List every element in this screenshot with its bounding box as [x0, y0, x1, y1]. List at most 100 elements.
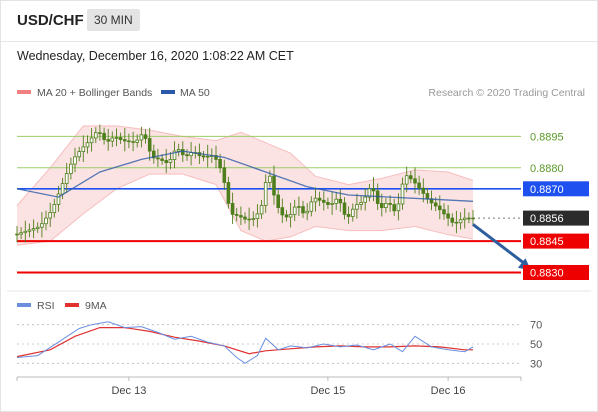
rsi-ma-line: [16, 327, 473, 358]
candle-body: [143, 134, 148, 139]
candle-body: [342, 202, 347, 215]
candle-body: [408, 175, 413, 180]
candle-110: [471, 209, 475, 226]
candle-93: [400, 177, 405, 210]
candle-3: [27, 223, 32, 238]
forecast-arrow-layer: [472, 223, 531, 271]
candle-body: [396, 203, 401, 212]
bollinger-band-layer: [16, 125, 474, 246]
candle-body: [363, 196, 367, 203]
candle-89: [384, 197, 388, 213]
level-label-0.8845: 0.8845: [530, 236, 564, 248]
candle-body: [462, 217, 467, 221]
x-tick-label-1: Dec 15: [310, 385, 345, 397]
candle-55: [243, 212, 247, 224]
candle-13: [69, 157, 73, 180]
candle-body: [301, 206, 305, 214]
candle-7: [44, 210, 48, 231]
candle-body: [56, 193, 61, 205]
legend-swatch-rsi: [17, 303, 31, 307]
candle-57: [251, 211, 256, 227]
candle-body: [31, 228, 36, 231]
candle-36: [164, 149, 169, 173]
forecast-arrow-shaft: [472, 223, 528, 267]
candle-77: [334, 191, 338, 210]
candle-body: [417, 182, 421, 189]
candle-62: [272, 165, 276, 205]
candle-body: [280, 207, 285, 216]
candle-41: [185, 149, 189, 161]
candle-body: [321, 199, 326, 203]
candle-1: [19, 227, 23, 240]
level-label-0.8830: 0.8830: [530, 268, 564, 280]
candle-6: [40, 212, 44, 238]
candle-12: [64, 162, 69, 194]
candle-body: [272, 175, 276, 196]
candle-body: [48, 212, 52, 219]
candle-body: [446, 213, 450, 219]
candle-body: [69, 163, 73, 174]
candle-body: [127, 140, 131, 143]
candle-15: [77, 146, 82, 162]
candle-body: [375, 190, 380, 204]
timeframe-badge[interactable]: 30 MIN: [87, 9, 140, 31]
candle-body: [442, 209, 446, 215]
rsi-legend: RSI 9MA: [17, 300, 107, 312]
candle-body: [19, 232, 23, 235]
candle-45: [201, 151, 206, 162]
level-badge-0.8830: [523, 265, 589, 280]
candle-body: [334, 198, 338, 204]
candle-19: [94, 127, 98, 144]
level-label-0.8880: 0.8880: [530, 163, 564, 175]
candle-5: [35, 222, 40, 233]
candle-body: [284, 214, 289, 218]
candle-54: [239, 206, 243, 226]
candle-64: [280, 198, 285, 223]
candle-17: [85, 135, 90, 154]
candle-63: [276, 188, 280, 214]
legend-label-bollinger: MA 20 + Bollinger Bands: [37, 87, 152, 99]
candle-31: [143, 129, 148, 144]
candle-46: [205, 144, 210, 168]
candle-body: [156, 157, 160, 160]
candle-body: [359, 201, 363, 205]
header-bar: USD/CHF 30 MIN: [1, 1, 598, 42]
candle-20: [98, 124, 102, 141]
candle-106: [454, 210, 459, 234]
rsi-line: [16, 321, 474, 364]
candle-body: [255, 213, 260, 219]
candle-body: [94, 132, 98, 139]
candle-body: [205, 155, 210, 158]
candle-body: [454, 221, 459, 224]
candle-28: [131, 131, 135, 152]
candle-21: [102, 127, 106, 145]
candle-88: [379, 193, 384, 217]
candle-body: [222, 167, 227, 183]
level-badge-0.8845: [523, 233, 589, 249]
candle-body: [355, 204, 359, 210]
candle-body: [367, 188, 372, 198]
bollinger-band-fill: [17, 125, 473, 246]
level-label-0.8895: 0.8895: [530, 131, 564, 143]
candle-body: [392, 204, 396, 212]
candle-body: [15, 233, 19, 236]
legend-swatch-rsi-ma: [65, 303, 79, 307]
candle-body: [168, 158, 173, 163]
candle-body: [326, 201, 330, 205]
candle-body: [64, 173, 69, 184]
candle-body: [176, 149, 181, 152]
candle-97: [417, 175, 421, 195]
candle-37: [168, 152, 173, 170]
candle-body: [276, 194, 280, 209]
candle-body: [110, 137, 115, 142]
candle-body: [297, 206, 301, 208]
candle-59: [259, 199, 264, 219]
candle-109: [467, 212, 471, 224]
candle-75: [326, 197, 330, 209]
candle-body: [400, 183, 405, 205]
candle-52: [230, 192, 235, 224]
candle-body: [268, 175, 272, 183]
currency-pair-title: USD/CHF: [17, 12, 84, 29]
candle-body: [309, 201, 314, 212]
